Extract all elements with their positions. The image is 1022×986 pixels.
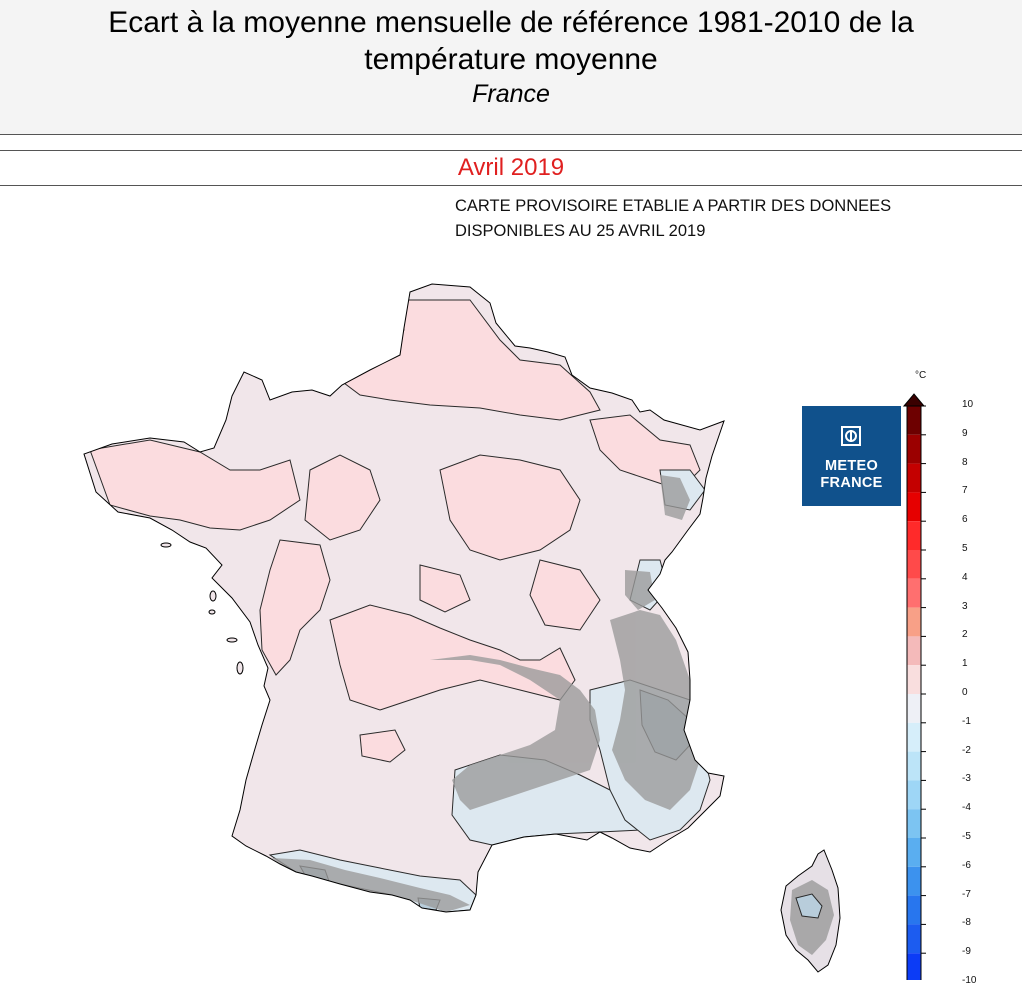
legend-tick-label: 10 xyxy=(962,399,974,410)
relief-massif-central xyxy=(430,655,600,810)
legend-tick-label: -10 xyxy=(962,975,977,986)
legend-swatch xyxy=(907,780,921,810)
logo-line2: FRANCE xyxy=(820,475,883,491)
legend-swatch xyxy=(907,463,921,493)
legend-tick-label: 4 xyxy=(962,571,968,583)
relief-alps xyxy=(610,610,700,810)
legend-tick-label: 6 xyxy=(962,514,968,526)
legend-top-arrow xyxy=(902,393,926,407)
legend-swatch xyxy=(907,694,921,723)
zone-brittany xyxy=(89,439,301,531)
legend-swatch xyxy=(907,578,921,608)
island-yeu xyxy=(208,609,216,615)
relief-mask xyxy=(272,475,700,912)
atlantic-islands xyxy=(160,542,244,675)
legend-tick-label: -5 xyxy=(962,831,971,842)
zone-loire xyxy=(304,454,381,541)
legend-tick-label: 5 xyxy=(962,543,968,554)
legend-tick-label: -1 xyxy=(962,715,971,727)
legend-tick-label: -3 xyxy=(962,773,971,785)
legend-swatch xyxy=(907,722,921,752)
legend-swatch xyxy=(907,434,921,464)
relief-pyrenees xyxy=(272,858,470,912)
legend-swatch xyxy=(907,636,921,666)
legend-tick-label: 7 xyxy=(962,485,968,497)
legend-tick-label: -2 xyxy=(962,744,971,756)
meteo-france-logo: METEO FRANCE xyxy=(802,406,901,506)
zone-paris-basin xyxy=(419,564,471,613)
corsica-outline xyxy=(780,849,841,973)
legend-swatch xyxy=(907,521,921,550)
temperature-legend: °C 10 9 8 7 6 5 4 3 2 1 0 -1 -2 -3 -4 -5 -6 -7 -8 -9 -10 xyxy=(890,370,976,986)
map-title-line1: Ecart à la moyenne mensuelle de référenc… xyxy=(108,6,914,39)
mainland-outline xyxy=(83,283,725,913)
zone-center-west xyxy=(259,539,331,676)
island-oleron xyxy=(236,661,244,675)
legend-tick-label: -9 xyxy=(962,946,971,958)
legend-tick-label: -7 xyxy=(962,888,971,900)
legend-tick-label: -8 xyxy=(962,917,971,929)
legend-swatch xyxy=(907,809,921,838)
legend-swatch xyxy=(907,550,921,579)
legend-unit: °C xyxy=(915,370,927,381)
logo-line1: METEO xyxy=(824,458,879,474)
legend-swatch xyxy=(907,406,921,435)
provisional-note-line2: DISPONIBLES AU 25 AVRIL 2019 xyxy=(455,222,706,240)
island-belle-ile xyxy=(160,542,172,548)
zone-burgundy xyxy=(529,559,601,631)
legend-swatch xyxy=(907,866,921,896)
legend-swatch xyxy=(907,665,921,694)
legend-swatch xyxy=(907,607,921,637)
map-title-line2: température moyenne xyxy=(364,43,658,76)
legend-swatch xyxy=(907,751,921,781)
legend-tick-label: 1 xyxy=(962,658,968,670)
period-band: Avril 2019 xyxy=(0,150,1022,186)
legend-swatch xyxy=(907,924,921,954)
legend-tick-label: 2 xyxy=(962,629,968,641)
corsica xyxy=(780,849,841,973)
provisional-note-line1: CARTE PROVISOIRE ETABLIE A PARTIR DES DO… xyxy=(455,197,892,215)
island-noirmoutier xyxy=(209,590,217,602)
legend-swatch xyxy=(907,838,921,867)
france-anomaly-map xyxy=(83,283,841,973)
legend-tick-label: 3 xyxy=(962,600,968,612)
corsica-cold-core xyxy=(795,893,823,919)
header: Ecart à la moyenne mensuelle de référenc… xyxy=(0,0,1022,135)
relief-vosges xyxy=(660,475,690,520)
legend-colorbar xyxy=(902,393,926,980)
legend-swatch xyxy=(907,953,921,980)
legend-tick-label: 8 xyxy=(962,456,968,468)
legend-swatch xyxy=(907,492,921,522)
map-subtitle: France xyxy=(472,80,550,108)
provisional-note: CARTE PROVISOIRE ETABLIE A PARTIR DES DO… xyxy=(455,194,891,244)
legend-swatch xyxy=(907,895,921,925)
period-label: Avril 2019 xyxy=(457,154,565,181)
legend-tick-label: 9 xyxy=(962,427,968,439)
meteo-france-emblem-icon xyxy=(841,426,861,446)
france-mainland xyxy=(83,283,725,913)
legend-tick-label: -6 xyxy=(962,859,971,871)
legend-tick-label: -4 xyxy=(962,802,971,814)
relief-jura xyxy=(625,570,655,610)
legend-tick-label: 0 xyxy=(962,687,968,698)
zone-champagne xyxy=(439,454,581,561)
zone-limousin xyxy=(359,729,406,763)
island-ile-de-re xyxy=(226,637,238,643)
